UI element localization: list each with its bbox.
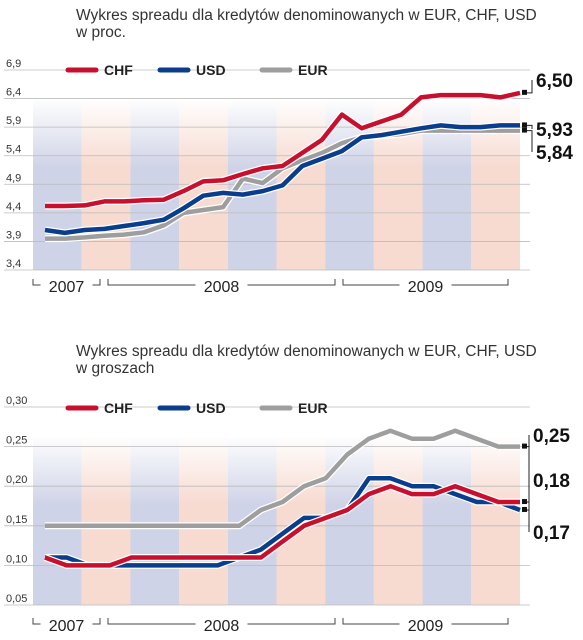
- series-line-eur: [45, 428, 520, 529]
- year-label: 2009: [408, 618, 444, 635]
- end-leader: [527, 80, 533, 94]
- legend-label: CHF: [104, 62, 133, 78]
- year-label-bg: [40, 616, 93, 634]
- y-tick-label: 6,4: [6, 87, 21, 99]
- year-label-bg: [195, 277, 248, 295]
- end-value-label: 5,84: [536, 143, 573, 164]
- series-line-chf: [44, 483, 520, 568]
- y-tick-label: 3,9: [6, 229, 21, 241]
- year-label-bg: [399, 616, 452, 634]
- y-tick-label: 5,9: [6, 115, 21, 127]
- end-marker: [522, 122, 527, 128]
- year-label-bg: [399, 277, 452, 295]
- year-label-bg: [195, 616, 248, 634]
- legend-label: USD: [196, 62, 226, 78]
- series-line-chf: [45, 90, 521, 209]
- chart-grosze: Wykres spreadu dla kredytów denominowany…: [0, 335, 583, 640]
- y-tick-label: 5,4: [6, 144, 21, 156]
- y-tick-label: 0,15: [6, 514, 27, 526]
- y-tick-label: 0,25: [6, 435, 27, 447]
- year-label: 2009: [408, 279, 444, 296]
- series-line-usd: [44, 123, 520, 236]
- end-marker: [522, 506, 527, 512]
- end-marker: [522, 443, 527, 449]
- y-tick-label: 4,4: [6, 201, 21, 213]
- chart-plot: 0,30 0,25 0,20 0,15 0,10 0,05 CHF USD EUR 0,25 0,1…: [4, 395, 570, 635]
- year-label: 2007: [49, 279, 85, 296]
- chart-percent: Wykres spreadu dla kredytów denominowany…: [0, 0, 583, 305]
- y-tick-label: 0,10: [6, 553, 27, 565]
- end-marker: [522, 499, 527, 505]
- year-label: 2008: [204, 618, 240, 635]
- end-marker: [522, 89, 527, 95]
- y-tick-label: 0,05: [6, 593, 27, 605]
- end-value-label: 0,17: [533, 523, 570, 544]
- y-tick-label: 4,9: [6, 172, 21, 184]
- year-label-bg: [40, 277, 93, 295]
- year-label: 2007: [49, 618, 85, 635]
- end-value-label: 0,18: [533, 471, 570, 492]
- y-tick-label: 3,4: [6, 258, 21, 270]
- chart-title: Wykres spreadu dla kredytów denominowany…: [76, 343, 537, 377]
- end-value-label: 0,25: [533, 426, 570, 447]
- chart-title: Wykres spreadu dla kredytów denominowany…: [76, 7, 537, 41]
- year-label: 2008: [204, 279, 240, 296]
- legend-label: EUR: [298, 400, 328, 416]
- y-tick-label: 6,9: [6, 58, 21, 70]
- end-leader: [527, 446, 530, 532]
- chart-plot: 6,9 6,4 5,9 5,4 4,9 4,4 3,9 3,4 CHF USD EUR 6,50 5,9…: [4, 58, 573, 296]
- end-leader: [527, 124, 533, 129]
- legend-label: CHF: [104, 400, 133, 416]
- y-tick-label: 0,30: [6, 395, 27, 407]
- legend-label: EUR: [298, 62, 328, 78]
- end-value-label: 5,93: [536, 120, 573, 141]
- y-tick-label: 0,20: [6, 474, 27, 486]
- end-value-label: 6,50: [536, 71, 573, 92]
- end-marker: [522, 127, 527, 133]
- legend-label: USD: [196, 400, 226, 416]
- end-leader: [527, 130, 533, 152]
